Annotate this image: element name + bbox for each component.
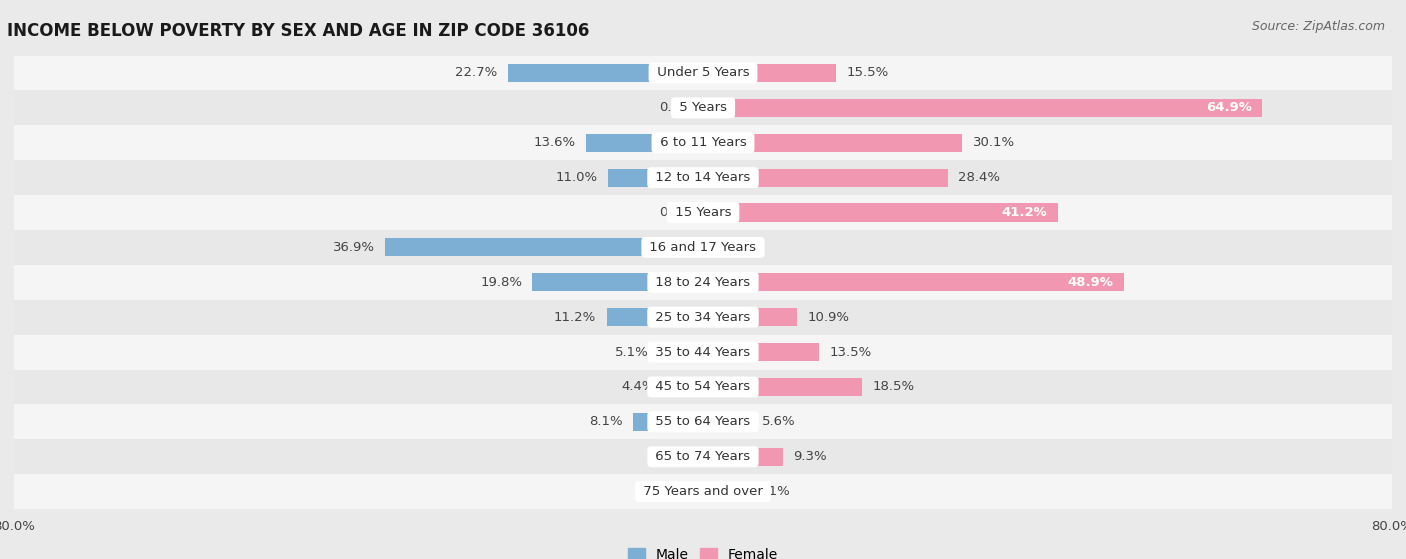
Text: 13.6%: 13.6% <box>533 136 575 149</box>
Text: 65 to 74 Years: 65 to 74 Years <box>651 450 755 463</box>
Bar <box>703 343 820 361</box>
Text: 10.9%: 10.9% <box>807 311 849 324</box>
Text: 18 to 24 Years: 18 to 24 Years <box>651 276 755 289</box>
Text: 16 and 17 Years: 16 and 17 Years <box>645 241 761 254</box>
Bar <box>533 273 703 291</box>
Bar <box>14 300 1392 335</box>
Bar <box>703 413 751 431</box>
Text: 4.4%: 4.4% <box>621 381 655 394</box>
Text: 11.0%: 11.0% <box>555 171 598 184</box>
Text: 75 Years and over: 75 Years and over <box>638 485 768 498</box>
Text: 0.0%: 0.0% <box>659 101 693 115</box>
Text: 64.9%: 64.9% <box>1206 101 1251 115</box>
Text: 36.9%: 36.9% <box>333 241 375 254</box>
Text: 28.4%: 28.4% <box>957 171 1000 184</box>
Text: 41.2%: 41.2% <box>1001 206 1047 219</box>
Bar <box>659 343 703 361</box>
Bar <box>703 308 797 326</box>
Bar <box>14 160 1392 195</box>
Bar <box>14 404 1392 439</box>
Bar <box>703 273 1125 291</box>
Text: 6 to 11 Years: 6 to 11 Years <box>655 136 751 149</box>
Text: 25 to 34 Years: 25 to 34 Years <box>651 311 755 324</box>
Text: 1.4%: 1.4% <box>647 450 681 463</box>
Text: Under 5 Years: Under 5 Years <box>652 67 754 79</box>
Text: 13.5%: 13.5% <box>830 345 872 358</box>
Bar <box>690 448 703 466</box>
Text: 0.0%: 0.0% <box>659 206 693 219</box>
Text: 11.2%: 11.2% <box>554 311 596 324</box>
Bar <box>703 378 862 396</box>
Text: 22.7%: 22.7% <box>456 67 498 79</box>
Text: INCOME BELOW POVERTY BY SEX AND AGE IN ZIP CODE 36106: INCOME BELOW POVERTY BY SEX AND AGE IN Z… <box>7 22 589 40</box>
Bar <box>586 134 703 152</box>
Text: 19.8%: 19.8% <box>481 276 522 289</box>
Text: Source: ZipAtlas.com: Source: ZipAtlas.com <box>1251 20 1385 32</box>
Bar <box>703 169 948 187</box>
Bar <box>14 439 1392 474</box>
Bar <box>385 238 703 257</box>
Bar <box>14 195 1392 230</box>
Text: 35 to 44 Years: 35 to 44 Years <box>651 345 755 358</box>
Text: 30.1%: 30.1% <box>973 136 1015 149</box>
Bar <box>609 169 703 187</box>
Bar <box>703 134 962 152</box>
Bar <box>14 125 1392 160</box>
Text: 9.3%: 9.3% <box>793 450 827 463</box>
Bar <box>703 64 837 82</box>
Bar <box>14 230 1392 265</box>
Text: 48.9%: 48.9% <box>1069 276 1114 289</box>
Text: 55 to 64 Years: 55 to 64 Years <box>651 415 755 428</box>
Bar <box>14 91 1392 125</box>
Bar <box>703 99 1263 117</box>
Bar <box>14 55 1392 91</box>
Bar <box>14 369 1392 404</box>
Text: 5.1%: 5.1% <box>758 485 792 498</box>
Text: 15 Years: 15 Years <box>671 206 735 219</box>
Bar <box>508 64 703 82</box>
Text: 8.1%: 8.1% <box>589 415 623 428</box>
Bar <box>703 482 747 501</box>
Text: 15.5%: 15.5% <box>846 67 889 79</box>
Text: 0.0%: 0.0% <box>659 485 693 498</box>
Text: 0.0%: 0.0% <box>713 241 747 254</box>
Text: 18.5%: 18.5% <box>873 381 915 394</box>
Bar <box>703 203 1057 221</box>
Bar <box>633 413 703 431</box>
Bar <box>606 308 703 326</box>
Text: 5.1%: 5.1% <box>614 345 648 358</box>
Bar <box>703 448 783 466</box>
Bar <box>14 265 1392 300</box>
Text: 5.6%: 5.6% <box>762 415 796 428</box>
Legend: Male, Female: Male, Female <box>623 543 783 559</box>
Text: 12 to 14 Years: 12 to 14 Years <box>651 171 755 184</box>
Bar <box>14 474 1392 509</box>
Text: 45 to 54 Years: 45 to 54 Years <box>651 381 755 394</box>
Text: 5 Years: 5 Years <box>675 101 731 115</box>
Bar <box>665 378 703 396</box>
Bar <box>14 335 1392 369</box>
